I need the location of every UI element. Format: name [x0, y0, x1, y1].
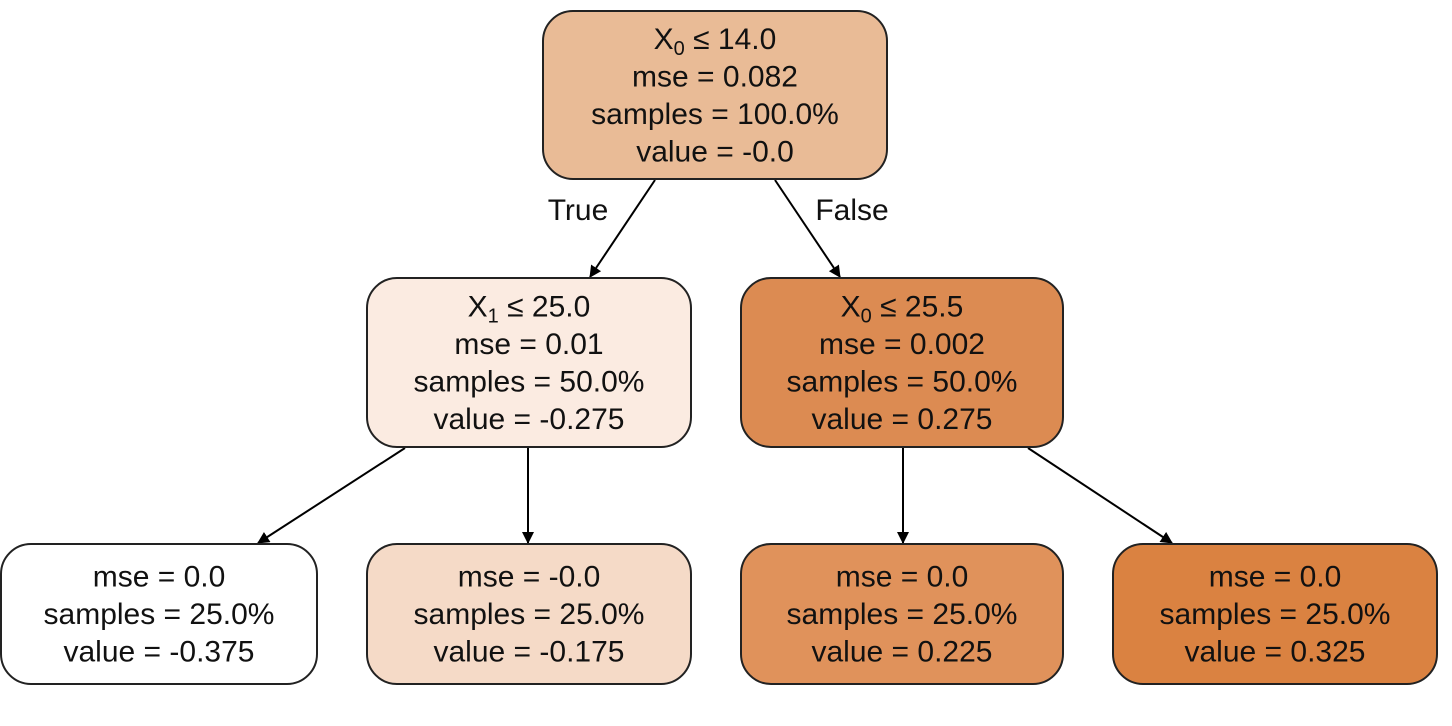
- node-samples: samples = 50.0%: [414, 365, 645, 398]
- edge-root-left: [589, 179, 656, 278]
- node-mse: mse = 0.082: [632, 60, 798, 93]
- node-samples: samples = 25.0%: [1160, 598, 1391, 631]
- node-box: [366, 277, 692, 448]
- node-split: X1 ≤ 25.0: [468, 290, 591, 327]
- node-box: [740, 543, 1064, 685]
- node-samples: samples = 25.0%: [787, 598, 1018, 631]
- edge-right-leaf-rr: [1027, 447, 1173, 544]
- node-mse: mse = 0.002: [819, 328, 985, 361]
- tree-node-leaf-rl: mse = 0.0 samples = 25.0% value = 0.225: [740, 543, 1064, 685]
- node-samples: samples = 25.0%: [44, 598, 275, 631]
- node-value: value = 0.325: [1185, 636, 1366, 669]
- node-value: value = -0.175: [434, 636, 625, 669]
- node-mse: mse = -0.0: [458, 561, 601, 594]
- node-samples: samples = 100.0%: [591, 98, 839, 131]
- node-value: value = -0.375: [64, 636, 255, 669]
- node-mse: mse = 0.0: [1209, 561, 1342, 594]
- node-box: [740, 277, 1064, 448]
- edge-label-true: True: [548, 194, 609, 227]
- tree-node-leaf-rr: mse = 0.0 samples = 25.0% value = 0.325: [1112, 543, 1438, 685]
- node-samples: samples = 25.0%: [414, 598, 645, 631]
- edge-left-leaf-ll: [257, 447, 406, 544]
- node-value: value = -0.0: [636, 135, 794, 168]
- node-box: [0, 543, 318, 685]
- node-box: [542, 10, 888, 180]
- node-split: X0 ≤ 14.0: [654, 23, 777, 60]
- node-value: value = -0.275: [434, 403, 625, 436]
- node-box: [1112, 543, 1438, 685]
- node-mse: mse = 0.01: [454, 328, 603, 361]
- node-samples: samples = 50.0%: [787, 365, 1018, 398]
- node-value: value = 0.275: [812, 403, 993, 436]
- node-mse: mse = 0.0: [93, 561, 226, 594]
- node-value: value = 0.225: [812, 636, 993, 669]
- node-split: X0 ≤ 25.5: [841, 290, 964, 327]
- node-box: [366, 543, 692, 685]
- edge-label-false: False: [815, 194, 888, 227]
- edge-root-right: [774, 179, 841, 278]
- tree-node-leaf-ll: mse = 0.0 samples = 25.0% value = -0.375: [0, 543, 318, 685]
- tree-node-leaf-lr: mse = -0.0 samples = 25.0% value = -0.175: [366, 543, 692, 685]
- node-mse: mse = 0.0: [836, 561, 969, 594]
